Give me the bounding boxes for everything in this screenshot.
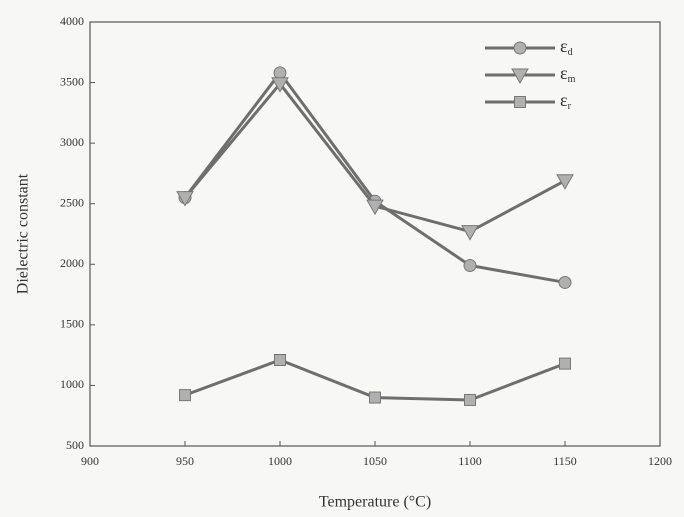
marker	[558, 275, 572, 289]
legend-label: εm	[560, 63, 576, 85]
legend-label: εd	[560, 36, 573, 58]
x-tick-label: 950	[176, 454, 194, 468]
y-tick-label: 4000	[60, 14, 84, 28]
y-tick-label: 3500	[60, 74, 84, 88]
legend-marker	[514, 96, 526, 108]
marker	[463, 258, 477, 272]
marker	[464, 393, 476, 406]
y-axis-label: Dielectric constant	[15, 173, 32, 294]
legend-marker	[513, 41, 527, 55]
y-tick-label: 1000	[60, 377, 84, 391]
legend-label: εr	[560, 90, 572, 112]
x-tick-label: 1000	[268, 454, 292, 468]
marker	[556, 174, 574, 190]
x-tick-label: 1150	[553, 454, 577, 468]
marker	[559, 357, 571, 370]
x-tick-label: 900	[81, 454, 99, 468]
x-tick-label: 1200	[648, 454, 672, 468]
marker	[366, 199, 384, 216]
x-axis-label: Temperature (°C)	[319, 494, 431, 511]
y-tick-label: 500	[66, 438, 84, 452]
marker	[461, 225, 479, 241]
x-tick-label: 1100	[458, 454, 482, 468]
y-tick-label: 2000	[60, 256, 84, 270]
marker	[274, 353, 286, 366]
marker	[369, 391, 381, 404]
marker	[271, 77, 289, 93]
marker	[179, 389, 191, 402]
series-line	[183, 70, 566, 284]
y-tick-label: 2500	[60, 195, 84, 209]
y-tick-label: 3000	[60, 135, 84, 149]
x-tick-label: 1050	[363, 454, 387, 468]
plot-frame	[89, 21, 661, 447]
y-tick-label: 1500	[60, 317, 84, 331]
marker	[273, 66, 287, 80]
marker	[176, 191, 194, 207]
legend-marker	[511, 68, 529, 85]
